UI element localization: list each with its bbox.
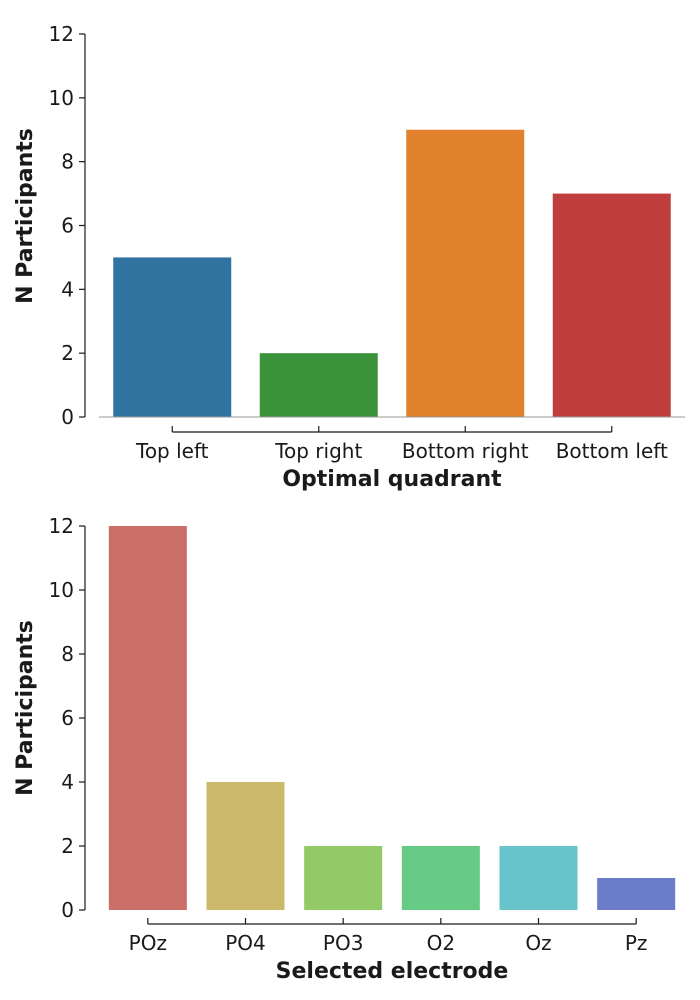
x-tick-label: O2: [427, 931, 455, 955]
y-tick-label: 2: [61, 834, 74, 858]
x-tick-label: Pz: [625, 931, 648, 955]
y-tick-label: 10: [49, 578, 74, 602]
y-tick-label: 4: [61, 277, 74, 301]
y-tick-label: 8: [61, 642, 74, 666]
selected-electrode-chart: Selected electrode N Participants 0 2 4 6 8 1…: [13, 514, 676, 984]
x-tick-label: POz: [129, 931, 167, 955]
x-tick-label: Top right: [274, 439, 362, 463]
y-tick-label: 10: [49, 86, 74, 110]
y-tick-label: 0: [61, 898, 74, 922]
x-tick-label: Bottom right: [402, 439, 529, 463]
optimal-quadrant-chart: Optimal quadrant N Participants 0 2 4 6 8 10 1…: [13, 22, 685, 492]
x-tick-label: Oz: [525, 931, 551, 955]
x-tick-label: PO3: [323, 931, 364, 955]
y-tick-label: 2: [61, 341, 74, 365]
bar: [304, 846, 383, 910]
bar: [552, 193, 671, 417]
y-tick-label: 4: [61, 770, 74, 794]
y-tick-label: 12: [49, 22, 74, 46]
y-tick-label: 12: [49, 514, 74, 538]
bar: [499, 846, 578, 910]
x-tick-label: PO4: [225, 931, 266, 955]
bar: [206, 782, 285, 910]
bar: [113, 257, 232, 417]
y-axis-title: N Participants: [13, 620, 38, 796]
bar: [401, 846, 480, 910]
x-tick-label: Top left: [135, 439, 209, 463]
bar: [406, 129, 525, 417]
y-axis-title: N Participants: [13, 128, 38, 304]
y-tick-label: 6: [61, 706, 74, 730]
bar: [108, 526, 187, 910]
y-tick-label: 0: [61, 405, 74, 429]
x-axis-title: Optimal quadrant: [282, 467, 502, 492]
x-axis-title: Selected electrode: [276, 959, 509, 984]
bar: [597, 878, 676, 910]
bar: [259, 353, 378, 417]
y-tick-label: 8: [61, 150, 74, 174]
x-tick-label: Bottom left: [556, 439, 668, 463]
y-tick-label: 6: [61, 214, 74, 238]
